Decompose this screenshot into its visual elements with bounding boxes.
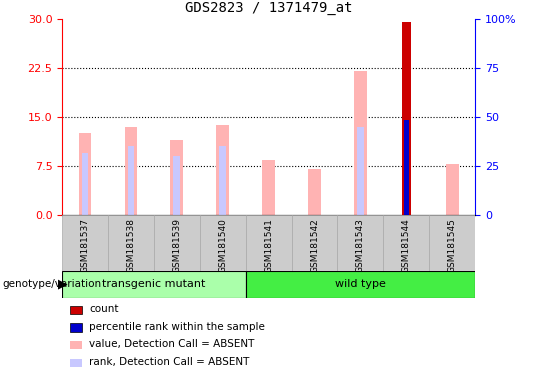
Bar (404, 121, 409, 215)
Bar (79, 134, 91, 215)
Text: rank, Detection Call = ABSENT: rank, Detection Call = ABSENT (89, 357, 249, 367)
Bar (246, 271, 475, 298)
Text: percentile rank within the sample: percentile rank within the sample (89, 322, 265, 332)
Bar (357, 127, 364, 215)
Text: transgenic mutant: transgenic mutant (102, 279, 206, 289)
Bar (200, 215, 246, 271)
Text: genotype/variation: genotype/variation (3, 279, 102, 289)
Bar (292, 215, 338, 271)
Text: GSM181539: GSM181539 (172, 218, 181, 273)
Bar (354, 71, 367, 215)
Bar (62, 215, 108, 271)
Text: count: count (89, 304, 119, 314)
Bar (62, 271, 246, 298)
Bar (308, 169, 321, 215)
Bar (217, 125, 229, 215)
Text: GSM181537: GSM181537 (80, 218, 90, 273)
Bar (338, 215, 383, 271)
Bar (219, 147, 226, 215)
Text: GSM181540: GSM181540 (218, 218, 227, 273)
Bar (402, 23, 411, 215)
Bar (171, 140, 183, 215)
Text: GSM181543: GSM181543 (356, 218, 365, 273)
Bar (383, 215, 429, 271)
Text: value, Detection Call = ABSENT: value, Detection Call = ABSENT (89, 339, 254, 349)
Bar (125, 127, 137, 215)
Text: GSM181538: GSM181538 (126, 218, 136, 273)
Text: GSM181545: GSM181545 (448, 218, 457, 273)
Bar (262, 160, 275, 215)
Bar (108, 215, 154, 271)
Text: wild type: wild type (335, 279, 386, 289)
Bar (246, 215, 292, 271)
Text: GSM181542: GSM181542 (310, 218, 319, 273)
Text: GSM181544: GSM181544 (402, 218, 411, 273)
Title: GDS2823 / 1371479_at: GDS2823 / 1371479_at (185, 2, 353, 15)
Bar (446, 164, 458, 215)
Bar (127, 147, 134, 215)
Text: ▶: ▶ (58, 278, 68, 291)
Bar (429, 215, 475, 271)
Bar (82, 153, 89, 215)
Bar (154, 215, 200, 271)
Text: GSM181541: GSM181541 (264, 218, 273, 273)
Bar (173, 156, 180, 215)
